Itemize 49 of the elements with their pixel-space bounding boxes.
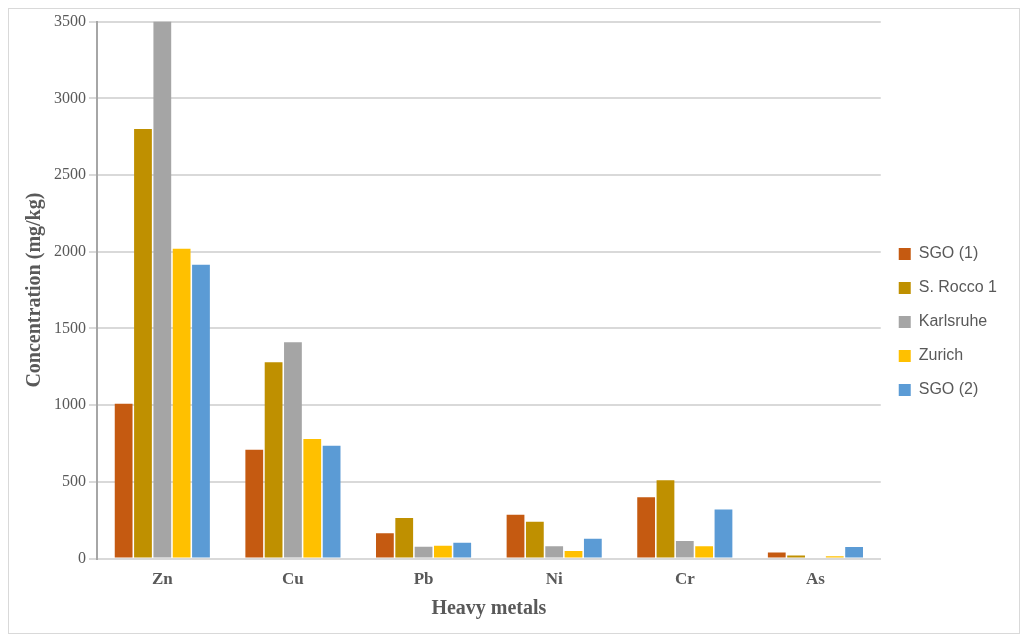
bar xyxy=(637,497,656,558)
y-tick-label: 3500 xyxy=(54,11,86,29)
x-tick-label: Cr xyxy=(674,569,696,589)
x-tick-label: Pb xyxy=(413,569,434,589)
bar xyxy=(506,514,525,558)
legend-label: SGO (2) xyxy=(918,380,979,398)
bar xyxy=(264,362,283,558)
bar xyxy=(376,533,394,558)
bar xyxy=(192,264,210,558)
bar xyxy=(767,552,786,558)
y-tick-label: 0 xyxy=(78,548,86,566)
x-tick-label: Zn xyxy=(151,569,174,589)
bar xyxy=(245,449,264,558)
bar xyxy=(134,129,152,558)
bar xyxy=(395,517,414,558)
bar xyxy=(303,438,322,558)
bar xyxy=(787,555,805,558)
bar xyxy=(845,547,863,558)
bar xyxy=(525,521,544,558)
x-tick-label: Cu xyxy=(282,569,304,589)
bar xyxy=(695,546,714,558)
x-axis-title: Heavy metals xyxy=(431,596,547,620)
y-tick-label: 2500 xyxy=(54,165,86,183)
legend-label: S. Rocco 1 xyxy=(918,278,998,296)
bar xyxy=(284,342,302,558)
bar xyxy=(114,403,133,558)
bar xyxy=(564,550,583,558)
y-tick-label: 1500 xyxy=(54,318,86,336)
bar xyxy=(714,509,733,558)
bar xyxy=(675,540,694,558)
y-tick-label: 1000 xyxy=(54,395,86,413)
y-tick-label: 3000 xyxy=(54,88,86,106)
y-axis-title: Concentration (mg/kg) xyxy=(22,192,46,388)
legend-label: SGO (1) xyxy=(918,244,979,262)
bar xyxy=(434,545,452,558)
bar xyxy=(153,21,172,558)
legend-label: Karlsruhe xyxy=(918,312,988,330)
bar xyxy=(545,546,564,558)
bar xyxy=(414,546,433,558)
y-tick-label: 500 xyxy=(62,472,86,490)
bar xyxy=(322,445,341,558)
legend-label: Zurich xyxy=(918,346,964,364)
bar xyxy=(656,480,675,558)
bar xyxy=(583,538,602,558)
y-tick-label: 2000 xyxy=(54,241,86,259)
bar xyxy=(172,248,191,558)
x-tick-label: As xyxy=(805,569,826,589)
x-tick-label: Ni xyxy=(545,569,563,589)
bar xyxy=(453,542,472,558)
